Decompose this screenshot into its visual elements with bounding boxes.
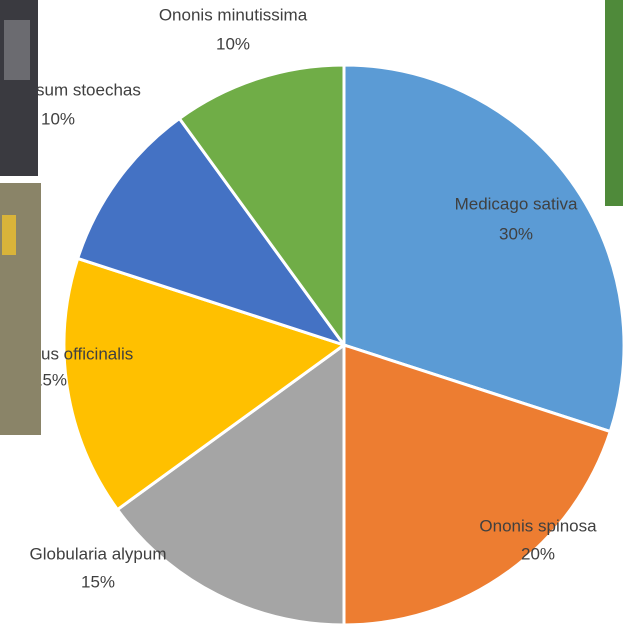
slice <box>62 256 348 512</box>
photo-detail <box>2 215 16 255</box>
photo-detail <box>4 20 30 80</box>
category-label: Globularia alypum <box>29 544 166 563</box>
labels: Medicago sativa 30% Ononis spinosa 20% Globu… <box>29 5 597 591</box>
value-label: 15% <box>81 572 115 591</box>
slice <box>177 63 346 350</box>
value-label: 10% <box>41 109 75 128</box>
category-label: Ononis minutissima <box>159 5 308 24</box>
category-label: us officinalis <box>41 344 133 363</box>
value-label: 20% <box>521 544 555 563</box>
value-label: 30% <box>499 224 533 243</box>
photo <box>605 0 623 206</box>
value-label: 10% <box>216 34 250 53</box>
slice <box>75 116 348 348</box>
category-label: Medicago sativa <box>455 194 578 213</box>
value-label: 15% <box>33 370 67 389</box>
category-label: sum stoechas <box>36 80 141 99</box>
category-label: Ononis spinosa <box>479 516 597 535</box>
pie <box>62 63 623 624</box>
slice <box>342 342 613 624</box>
slice <box>342 63 623 434</box>
